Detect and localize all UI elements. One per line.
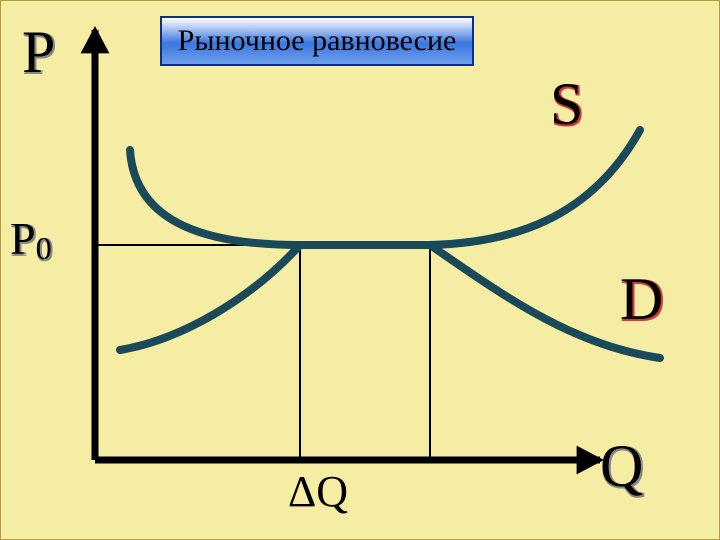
- curve-label-d: D: [620, 265, 663, 334]
- axis-label-q: Q: [600, 432, 643, 501]
- chart-stage: Рыночное равновесие P Q S D P0 ΔQ: [0, 0, 720, 540]
- axis-label-p: P: [22, 18, 55, 87]
- title-box: Рыночное равновесие: [160, 16, 474, 66]
- title-text: Рыночное равновесие: [178, 24, 457, 57]
- curve-label-s: S: [550, 70, 583, 139]
- delta-q-label: ΔQ: [288, 466, 348, 517]
- p0-label: P0: [10, 212, 52, 267]
